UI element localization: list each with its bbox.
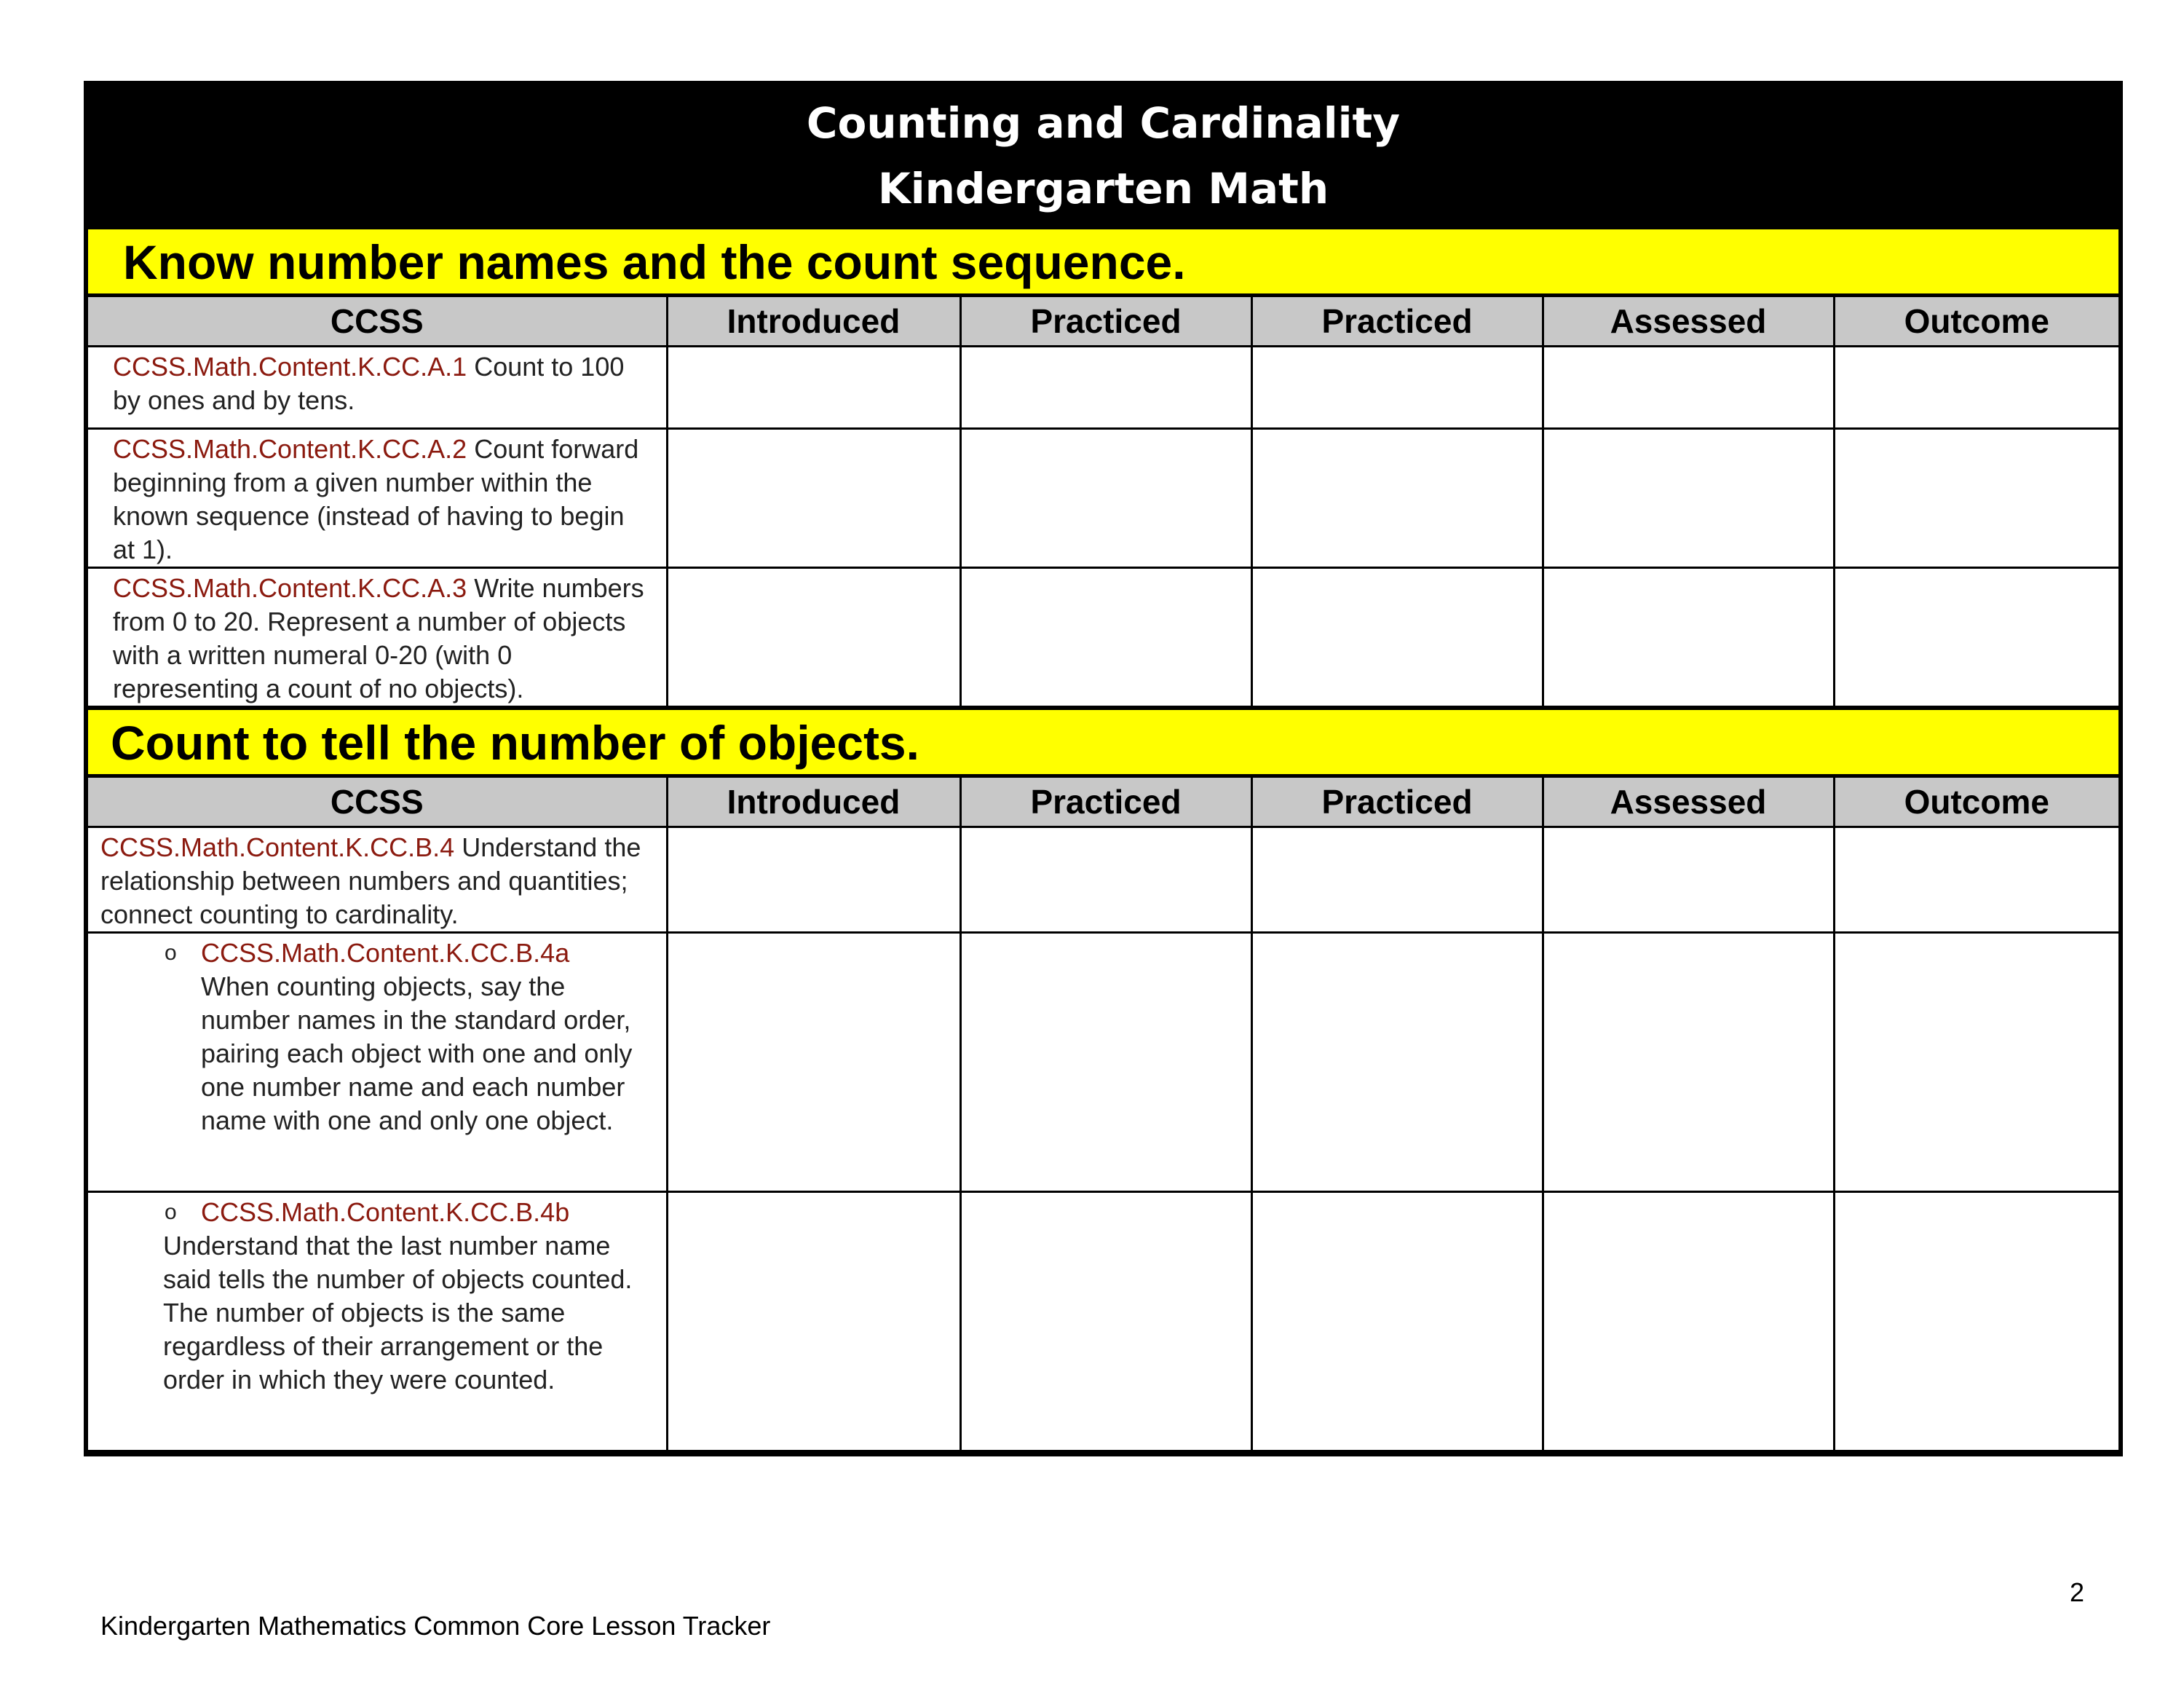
outcome-cell[interactable] [1832,345,2118,430]
title-banner: Counting and Cardinality Kindergarten Ma… [88,85,2118,227]
practiced-cell[interactable] [959,427,1253,569]
col-practiced-2: Practiced [1250,778,1544,828]
practiced-cell-2[interactable] [1250,1191,1544,1452]
bullet-icon: o [165,1200,177,1224]
standard-text: Write numbers from 0 to 20. Represent a … [113,573,644,703]
table-row: CCSS.Math.Content.K.CC.A.1 Count to 100 … [88,345,2118,430]
section-heading-2: Count to tell the number of objects. [88,708,2118,778]
page-number: 2 [2070,1577,2085,1607]
practiced-cell-2[interactable] [1250,931,1544,1193]
practiced-cell[interactable] [959,1191,1253,1452]
standard-cell: CCSS.Math.Content.K.CC.A.2 Count forward… [88,427,668,569]
introduced-cell[interactable] [665,931,962,1193]
practiced-cell[interactable] [959,931,1253,1193]
standard-code: CCSS.Math.Content.K.CC.A.2 [113,434,467,464]
col-ccss: CCSS [88,297,668,347]
assessed-cell[interactable] [1541,1191,1835,1452]
introduced-cell[interactable] [665,1191,962,1452]
standard-cell: o CCSS.Math.Content.K.CC.B.4a When countin… [88,931,668,1193]
outcome-cell[interactable] [1832,427,2118,569]
standard-cell: o CCSS.Math.Content.K.CC.B.4b Understand t… [88,1191,668,1452]
assessed-cell[interactable] [1541,826,1835,934]
standard-text: Count forward beginning from a given num… [113,434,639,564]
section-2-table: CCSS Introduced Practiced Practiced Asse… [88,778,2118,1452]
table-row: o CCSS.Math.Content.K.CC.B.4b Understand t… [88,1191,2118,1452]
col-assessed: Assessed [1541,778,1835,828]
title-line-1: Counting and Cardinality [806,98,1401,148]
bullet-icon: o [165,941,177,965]
outcome-cell[interactable] [1832,826,2118,934]
outcome-cell[interactable] [1832,567,2118,708]
outcome-cell[interactable] [1832,931,2118,1193]
practiced-cell-2[interactable] [1250,567,1544,708]
standard-text: Count to 100 by ones and by tens. [113,352,625,415]
table-row: CCSS.Math.Content.K.CC.A.3 Write numbers… [88,567,2118,708]
standard-text: Understand the relationship between numb… [100,832,641,929]
standard-cell: CCSS.Math.Content.K.CC.A.1 Count to 100 … [88,345,668,430]
lesson-tracker-table: Counting and Cardinality Kindergarten Ma… [84,81,2123,1456]
col-practiced: Practiced [959,297,1253,347]
col-introduced: Introduced [665,778,962,828]
title-line-2: Kindergarten Math [877,164,1329,213]
standard-cell: CCSS.Math.Content.K.CC.A.3 Write numbers… [88,567,668,708]
standard-code: CCSS.Math.Content.K.CC.B.4a [201,938,570,968]
standard-code: CCSS.Math.Content.K.CC.A.1 [113,352,467,382]
assessed-cell[interactable] [1541,931,1835,1193]
practiced-cell[interactable] [959,345,1253,430]
standard-code: CCSS.Math.Content.K.CC.B.4 [100,832,455,862]
section-1-table: CCSS Introduced Practiced Practiced Asse… [88,297,2118,708]
column-header-row: CCSS Introduced Practiced Practiced Asse… [88,778,2118,828]
standard-code: CCSS.Math.Content.K.CC.A.3 [113,573,467,603]
assessed-cell[interactable] [1541,345,1835,430]
standard-text: Understand that the last number name sai… [163,1231,633,1395]
table-row: o CCSS.Math.Content.K.CC.B.4a When countin… [88,931,2118,1193]
practiced-cell-2[interactable] [1250,345,1544,430]
practiced-cell[interactable] [959,826,1253,934]
col-practiced-2: Practiced [1250,297,1544,347]
footer-text: Kindergarten Mathematics Common Core Les… [100,1611,771,1641]
practiced-cell-2[interactable] [1250,427,1544,569]
col-outcome: Outcome [1832,778,2118,828]
assessed-cell[interactable] [1541,567,1835,708]
standard-text: When counting objects, say the number na… [201,971,633,1135]
col-assessed: Assessed [1541,297,1835,347]
practiced-cell-2[interactable] [1250,826,1544,934]
column-header-row: CCSS Introduced Practiced Practiced Asse… [88,297,2118,347]
table-row: CCSS.Math.Content.K.CC.B.4 Understand th… [88,826,2118,934]
col-practiced: Practiced [959,778,1253,828]
col-introduced: Introduced [665,297,962,347]
practiced-cell[interactable] [959,567,1253,708]
section-heading-1: Know number names and the count sequence… [88,227,2118,297]
introduced-cell[interactable] [665,826,962,934]
introduced-cell[interactable] [665,567,962,708]
introduced-cell[interactable] [665,427,962,569]
table-row: CCSS.Math.Content.K.CC.A.2 Count forward… [88,427,2118,569]
standard-cell: CCSS.Math.Content.K.CC.B.4 Understand th… [88,826,668,934]
col-ccss: CCSS [88,778,668,828]
introduced-cell[interactable] [665,345,962,430]
standard-code: CCSS.Math.Content.K.CC.B.4b [201,1197,570,1227]
col-outcome: Outcome [1832,297,2118,347]
assessed-cell[interactable] [1541,427,1835,569]
outcome-cell[interactable] [1832,1191,2118,1452]
